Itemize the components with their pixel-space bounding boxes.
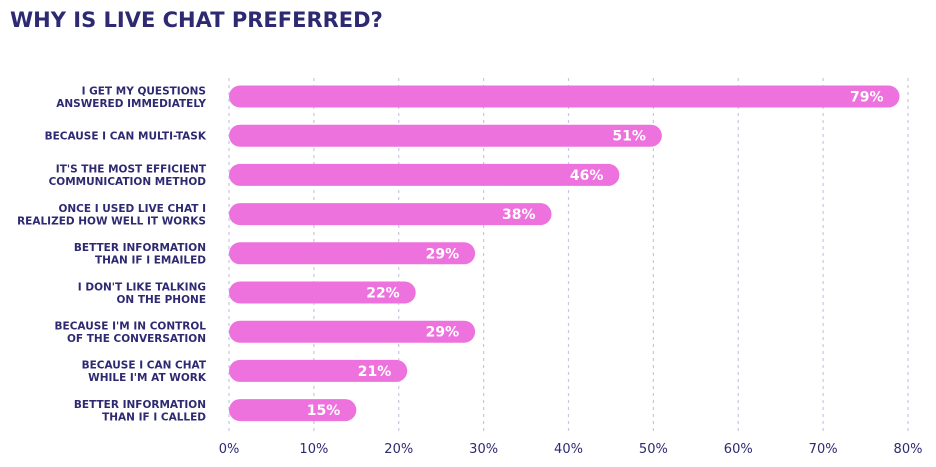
bar-3 (229, 163, 620, 186)
bar-value-label-9: 15% (307, 403, 341, 419)
x-tick-label-50: 50% (639, 442, 668, 457)
category-label-4: ONCE I USED LIVE CHAT I REALIZED HOW WELL… (17, 203, 206, 228)
category-label-line: WHILE I'M AT WORK (88, 372, 207, 384)
x-tick-label-60: 60% (724, 442, 753, 457)
category-label-line: BECAUSE I CAN CHAT (82, 360, 207, 372)
x-tick-label-80: 80% (894, 442, 923, 457)
category-label-line: BECAUSE I'M IN CONTROL (55, 320, 207, 332)
x-axis-tick-layer: 0% 10% 20% 30% 40% 50% 60% 70% 80% (219, 442, 923, 457)
category-label-line: BETTER INFORMATION (74, 399, 206, 411)
bar-layer: 79% 51% 46% 38% 29% 22% 29% 21% 15% (229, 85, 900, 422)
category-label-line: ON THE PHONE (116, 294, 206, 306)
category-label-line: THAN IF I EMAILED (95, 255, 206, 267)
category-label-2: BECAUSE I CAN MULTI-TASK (45, 131, 207, 143)
bar-4 (229, 203, 552, 226)
bar-value-label-1: 79% (850, 90, 884, 106)
bar-value-label-5: 29% (426, 246, 460, 262)
category-label-line: REALIZED HOW WELL IT WORKS (17, 215, 206, 227)
bar-value-label-3: 46% (570, 168, 604, 184)
category-label-line: OF THE CONVERSATION (67, 333, 206, 345)
bar-value-label-2: 51% (612, 129, 646, 145)
bar-value-label-7: 29% (426, 325, 460, 341)
category-label-5: BETTER INFORMATION THAN IF I EMAILED (74, 242, 206, 266)
category-label-line: BECAUSE I CAN MULTI-TASK (45, 131, 207, 143)
bar-value-label-6: 22% (366, 286, 400, 302)
bar-6 (229, 281, 416, 304)
category-label-8: BECAUSE I CAN CHAT WHILE I'M AT WORK (82, 360, 207, 385)
category-label-9: BETTER INFORMATION THAN IF I CALLED (74, 399, 206, 424)
category-label-line: I GET MY QUESTIONS (82, 85, 206, 97)
category-label-line: IT'S THE MOST EFFICIENT (56, 164, 207, 176)
category-label-line: I DON'T LIKE TALKING (78, 281, 206, 293)
x-tick-label-70: 70% (809, 442, 838, 457)
bar-value-label-4: 38% (502, 207, 536, 223)
bar-2 (229, 124, 662, 147)
x-tick-label-10: 10% (299, 442, 328, 457)
category-label-layer: I GET MY QUESTIONS ANSWERED IMMEDIATELY BE… (17, 85, 207, 423)
bar-8 (229, 359, 408, 382)
category-label-line: THAN IF I CALLED (102, 411, 206, 423)
category-label-line: BETTER INFORMATION (74, 242, 206, 254)
bar-1 (229, 85, 900, 108)
x-tick-label-30: 30% (469, 442, 498, 457)
bar-7 (229, 320, 476, 343)
bar-9 (229, 399, 357, 422)
x-tick-label-0: 0% (219, 442, 240, 457)
x-tick-label-40: 40% (554, 442, 583, 457)
category-label-line: ANSWERED IMMEDIATELY (56, 98, 206, 110)
category-label-7: BECAUSE I'M IN CONTROL OF THE CONVERSATIO… (55, 320, 207, 345)
bar-value-label-8: 21% (358, 364, 392, 380)
category-label-line: ONCE I USED LIVE CHAT I (58, 203, 206, 215)
category-label-line: COMMUNICATION METHOD (49, 176, 207, 188)
bar-5 (229, 242, 476, 265)
category-label-1: I GET MY QUESTIONS ANSWERED IMMEDIATELY (56, 85, 206, 110)
chart-title: WHY IS LIVE CHAT PREFERRED? (10, 8, 383, 32)
x-tick-label-20: 20% (384, 442, 413, 457)
category-label-6: I DON'T LIKE TALKING ON THE PHONE (78, 281, 206, 306)
category-label-3: IT'S THE MOST EFFICIENT COMMUNICATION MET… (49, 164, 207, 189)
